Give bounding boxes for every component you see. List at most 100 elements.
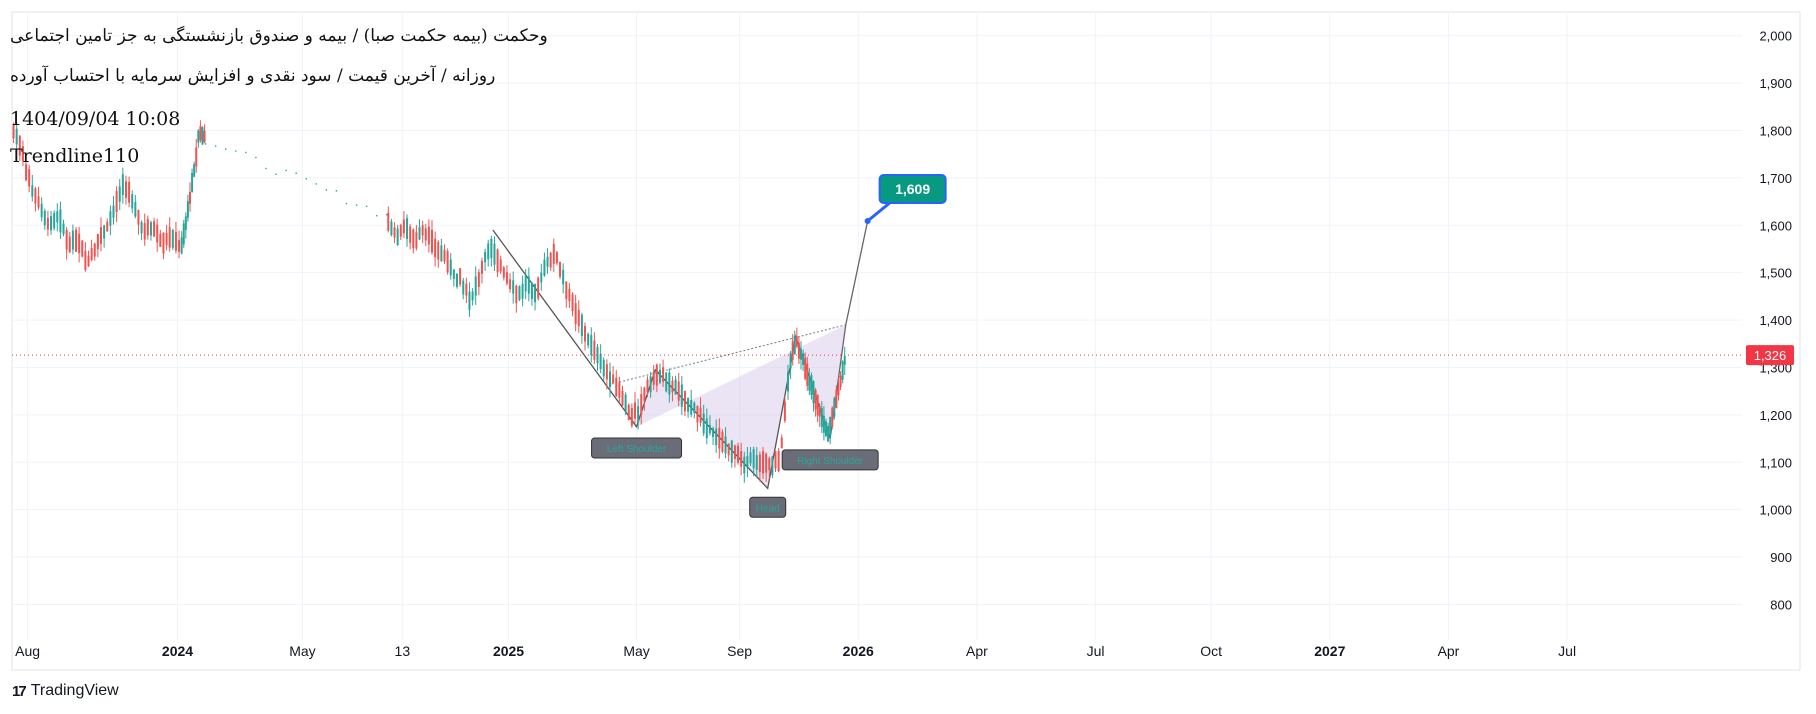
pattern-fill [636, 324, 846, 489]
price-dot [365, 205, 368, 208]
candle-body [658, 369, 661, 383]
candle-body [396, 228, 399, 246]
candle-body [59, 209, 62, 233]
candle-body [810, 375, 813, 395]
y-tick-label: 1,000 [1759, 503, 1792, 518]
chart-title: وحکمت (بیمه حکمت صبا) / بیمه و صندوق باز… [10, 26, 548, 46]
candle-body [34, 188, 37, 204]
candle-body [471, 291, 474, 301]
candle-body [524, 275, 527, 292]
candle-body [590, 334, 593, 356]
chart-subtitle: روزانه / آخرین قیمت / سود نقدی و افزایش … [10, 66, 496, 86]
y-tick-label: 1,200 [1759, 408, 1792, 423]
candle-body [804, 357, 807, 380]
price-dot [375, 214, 378, 217]
price-dot [224, 148, 227, 150]
price-dot [285, 169, 287, 172]
price-dot [265, 167, 267, 170]
candle-body [820, 407, 823, 428]
candle-body [627, 404, 630, 420]
candle-body [505, 272, 508, 284]
price-dot [315, 183, 318, 185]
price-dot [214, 145, 217, 147]
target-pointer [866, 201, 891, 223]
tradingview-brand[interactable]: 17 TradingView [12, 682, 119, 700]
candle-body [412, 229, 415, 249]
candle-body [668, 372, 671, 395]
candle-body [512, 280, 515, 294]
chart-author: Trendline110 [10, 145, 140, 167]
candle-body [808, 376, 811, 391]
candle-body [121, 174, 124, 196]
y-tick-label: 1,500 [1759, 266, 1792, 281]
candle-body [671, 380, 674, 393]
candle-body [705, 418, 708, 439]
candle-body [839, 375, 842, 388]
candle-body [791, 341, 794, 360]
candle-body [789, 353, 792, 369]
candle-body [90, 247, 93, 261]
candle-body [643, 387, 646, 402]
candle-body [652, 371, 655, 385]
candle-body [390, 221, 393, 236]
candle-body [56, 211, 59, 223]
candle-body [81, 240, 84, 257]
candle-body [65, 229, 68, 250]
candle-body [178, 240, 181, 252]
candle-body [696, 405, 699, 423]
candle-body [824, 421, 827, 437]
candle-body [765, 453, 768, 473]
candle-body [612, 374, 615, 384]
candle-body [618, 382, 621, 398]
candle-body [387, 212, 390, 231]
candle-body [53, 213, 56, 229]
y-tick-label: 900 [1770, 550, 1792, 565]
pattern-label: Left Shoulder [607, 444, 667, 455]
candle-body [159, 233, 162, 247]
candle-body [812, 381, 815, 404]
candle-body [795, 336, 798, 347]
y-tick-label: 1,800 [1759, 123, 1792, 138]
candle-body [724, 436, 727, 454]
candle-body [165, 232, 168, 246]
candle-body [452, 269, 455, 279]
candle-body [28, 169, 31, 187]
brand-name: TradingView [30, 682, 119, 699]
candle-body [712, 428, 715, 437]
candle-body [755, 455, 758, 470]
candle-body [115, 190, 118, 212]
candle-body [487, 243, 490, 260]
candle-body [530, 283, 533, 300]
y-tick-label: 1,600 [1759, 218, 1792, 233]
candle-body [599, 353, 602, 369]
candle-body [393, 227, 396, 238]
candle-body [718, 427, 721, 449]
candle-body [800, 349, 803, 360]
candle-body [168, 227, 171, 248]
x-tick-label: 2026 [843, 643, 874, 659]
candle-body [677, 381, 680, 401]
candle-body [702, 413, 705, 434]
pattern-label-box [749, 496, 787, 518]
candle-body [62, 223, 65, 235]
x-tick-label: May [623, 643, 649, 659]
candle-body [134, 202, 137, 217]
candle-body [683, 390, 686, 412]
candle-body [835, 389, 838, 409]
candle-body [131, 194, 134, 209]
candle-body [562, 270, 565, 285]
candle-body [162, 232, 165, 254]
pattern-label: Right Shoulder [797, 456, 864, 467]
candle-body [78, 233, 81, 254]
candle-body [440, 245, 443, 261]
candle-body [593, 340, 596, 360]
candle-body [21, 146, 24, 161]
candle-body [537, 277, 540, 299]
y-tick-label: 800 [1770, 597, 1792, 612]
candle-body [818, 406, 821, 417]
x-tick-label: Jul [1558, 643, 1576, 659]
candle-body [806, 363, 809, 386]
candle-body [174, 231, 177, 251]
candle-body [774, 451, 777, 469]
